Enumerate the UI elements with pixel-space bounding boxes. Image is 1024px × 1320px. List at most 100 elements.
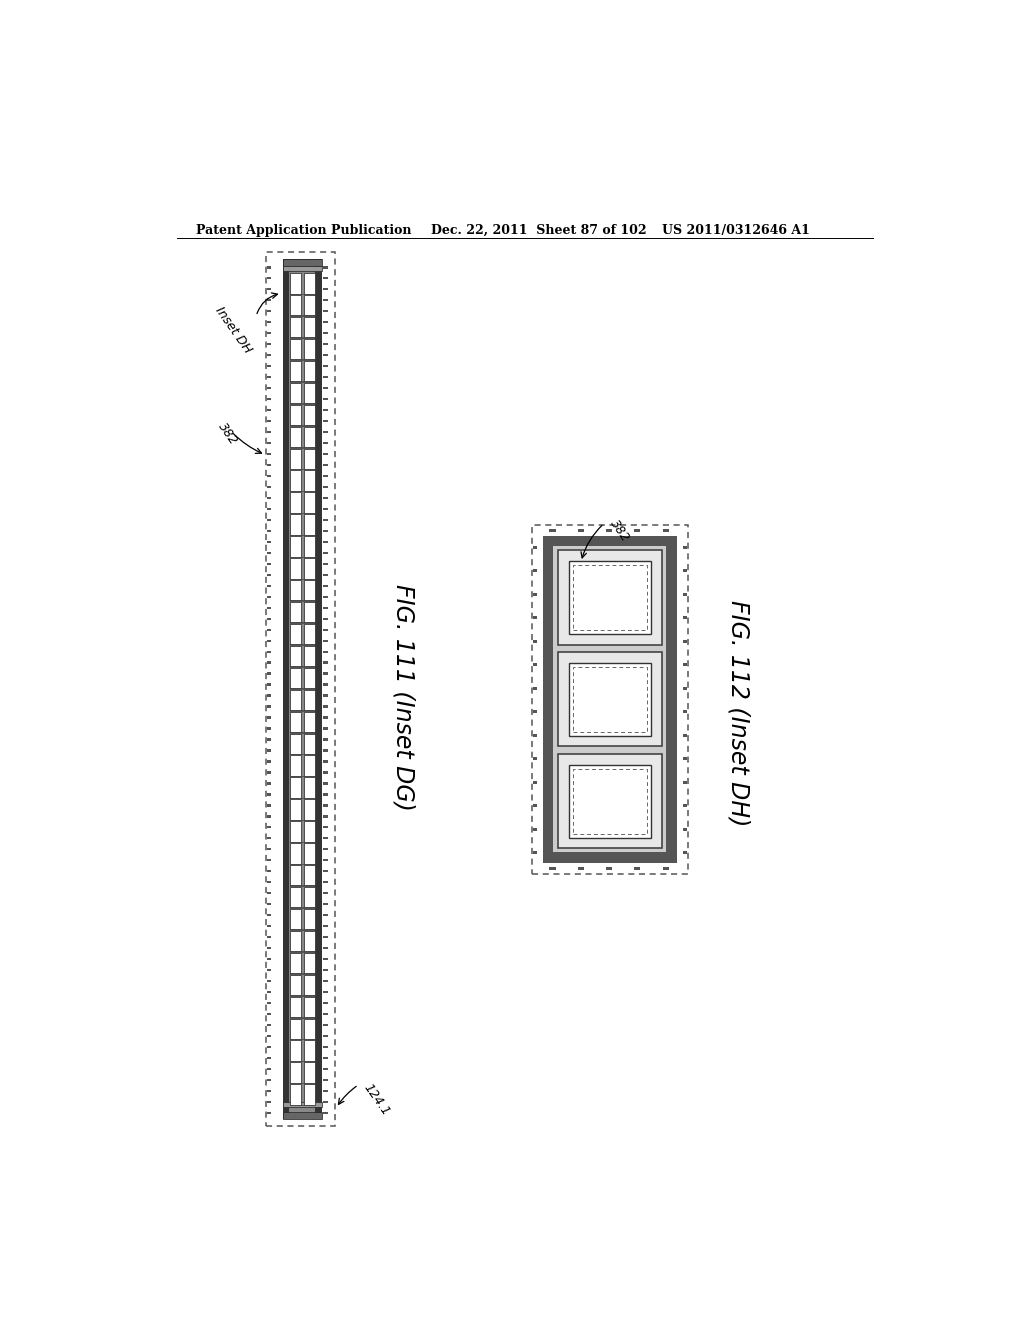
- Bar: [290, 315, 314, 317]
- Bar: [267, 760, 271, 763]
- Bar: [290, 1084, 301, 1105]
- Bar: [267, 1045, 271, 1048]
- Bar: [550, 867, 556, 870]
- Bar: [323, 804, 328, 807]
- Bar: [290, 1016, 314, 1019]
- Bar: [267, 717, 271, 718]
- Text: FIG. 112 (Inset DH): FIG. 112 (Inset DH): [727, 599, 751, 826]
- Bar: [290, 733, 314, 734]
- Bar: [267, 376, 271, 379]
- Bar: [558, 550, 662, 644]
- Bar: [323, 321, 328, 323]
- Bar: [304, 777, 314, 797]
- Bar: [290, 558, 301, 578]
- Bar: [323, 310, 328, 313]
- Bar: [304, 711, 314, 733]
- Bar: [543, 536, 677, 863]
- Bar: [267, 463, 271, 466]
- Bar: [323, 1078, 328, 1081]
- Bar: [534, 851, 538, 854]
- Bar: [304, 317, 314, 338]
- Bar: [290, 1019, 301, 1039]
- Bar: [683, 593, 686, 595]
- Bar: [267, 903, 271, 906]
- Bar: [267, 529, 271, 532]
- Bar: [323, 1024, 328, 1026]
- Bar: [283, 259, 289, 1119]
- Bar: [304, 974, 314, 995]
- Bar: [267, 508, 271, 510]
- Bar: [267, 816, 271, 817]
- Bar: [323, 661, 328, 664]
- Bar: [683, 828, 686, 832]
- Bar: [323, 1002, 328, 1005]
- Bar: [553, 546, 667, 853]
- Bar: [266, 252, 336, 1126]
- Bar: [323, 892, 328, 895]
- Bar: [267, 859, 271, 862]
- Bar: [572, 667, 647, 731]
- Bar: [290, 624, 301, 644]
- Bar: [323, 552, 328, 554]
- Bar: [304, 1063, 314, 1082]
- Bar: [323, 397, 328, 400]
- Bar: [267, 475, 271, 477]
- Bar: [289, 261, 315, 1117]
- Bar: [323, 969, 328, 972]
- Bar: [304, 645, 314, 667]
- Bar: [683, 686, 686, 690]
- Bar: [323, 354, 328, 356]
- Bar: [304, 339, 314, 359]
- Bar: [267, 387, 271, 389]
- Bar: [304, 624, 314, 644]
- Bar: [283, 259, 322, 1119]
- Bar: [534, 663, 538, 667]
- Text: 382: 382: [215, 420, 240, 447]
- Bar: [323, 430, 328, 433]
- Bar: [323, 529, 328, 532]
- Bar: [267, 936, 271, 939]
- Bar: [267, 727, 271, 730]
- Bar: [290, 296, 301, 315]
- Bar: [534, 640, 538, 643]
- Bar: [323, 496, 328, 499]
- Bar: [323, 826, 328, 829]
- Bar: [558, 652, 662, 746]
- Bar: [290, 359, 314, 360]
- Bar: [267, 1090, 271, 1092]
- Bar: [290, 491, 314, 492]
- Bar: [534, 804, 538, 808]
- Bar: [323, 717, 328, 718]
- Bar: [304, 689, 314, 710]
- Bar: [267, 267, 271, 268]
- Bar: [267, 913, 271, 916]
- Bar: [606, 529, 612, 532]
- Bar: [304, 1040, 314, 1061]
- Bar: [267, 519, 271, 521]
- Bar: [267, 783, 271, 784]
- Bar: [290, 273, 301, 293]
- Bar: [267, 453, 271, 455]
- Bar: [534, 734, 538, 737]
- Bar: [267, 310, 271, 313]
- Bar: [683, 640, 686, 643]
- Bar: [267, 354, 271, 356]
- Bar: [323, 475, 328, 477]
- Bar: [323, 672, 328, 675]
- Bar: [323, 760, 328, 763]
- Bar: [323, 343, 328, 346]
- Bar: [304, 470, 314, 491]
- Bar: [267, 628, 271, 631]
- Bar: [290, 644, 314, 645]
- Bar: [290, 1082, 314, 1084]
- Text: Patent Application Publication: Patent Application Publication: [196, 224, 412, 236]
- Bar: [534, 616, 538, 619]
- Bar: [267, 333, 271, 334]
- Bar: [267, 420, 271, 422]
- Bar: [323, 816, 328, 817]
- Bar: [323, 453, 328, 455]
- Bar: [290, 426, 301, 447]
- Bar: [290, 405, 301, 425]
- Bar: [267, 694, 271, 697]
- Bar: [323, 738, 328, 741]
